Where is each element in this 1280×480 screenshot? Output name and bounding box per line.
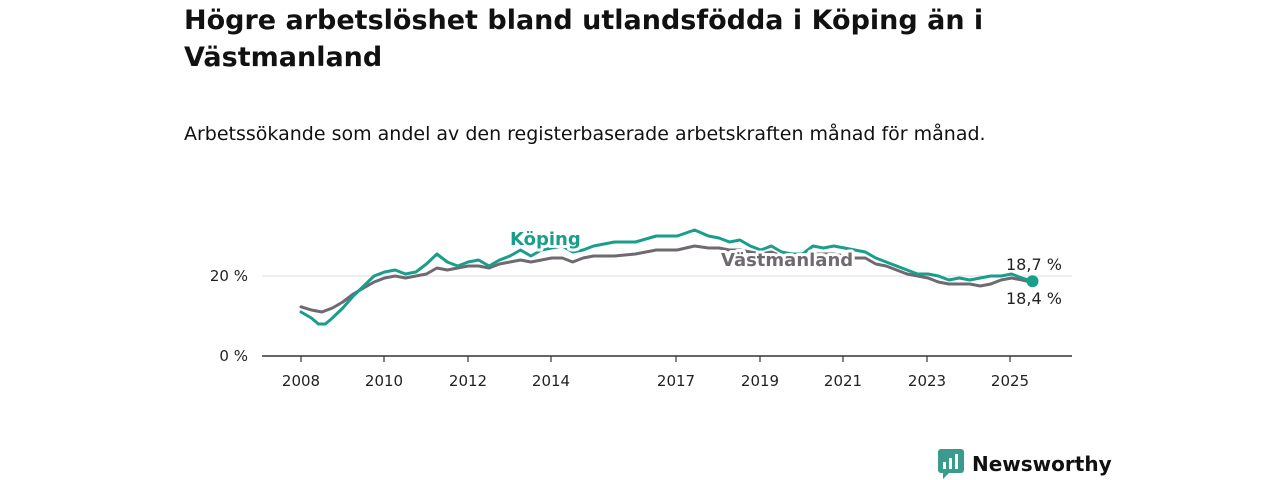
y-tick-label: 0 % (219, 347, 248, 365)
chart-title: Högre arbetslöshet bland utlandsfödda i … (184, 5, 984, 73)
chart-labels: Köping Västmanland 18,7 % 18,4 % (507, 226, 1062, 308)
brand-logo: Newsworthy (938, 448, 1112, 480)
series-line-koping (299, 228, 1034, 326)
y-tick-label: 20 % (210, 267, 248, 285)
end-point-marker (1026, 275, 1039, 288)
end-label-vastmanland: 18,4 % (1006, 289, 1062, 308)
series-label-koping: Köping (510, 229, 581, 250)
chart-subtitle: Arbetssökande som andel av den registerb… (184, 123, 986, 145)
x-tick-label: 2019 (741, 372, 779, 390)
x-tick-label: 2012 (449, 372, 487, 390)
x-tick-label: 2014 (532, 372, 570, 390)
end-label-koping: 18,7 % (1006, 255, 1062, 274)
x-tick-label: 2021 (824, 372, 862, 390)
x-tick-label: 2008 (282, 372, 320, 390)
series-lines (299, 228, 1039, 326)
newsworthy-icon (938, 449, 964, 479)
series-line-vastmanland (299, 244, 1034, 314)
x-tick-label: 2010 (365, 372, 403, 390)
x-tick-label: 2017 (657, 372, 695, 390)
x-tick-label: 2023 (908, 372, 946, 390)
brand-name: Newsworthy (972, 452, 1112, 476)
x-tick-label: 2025 (991, 372, 1029, 390)
series-label-vastmanland: Västmanland (721, 250, 853, 271)
axes: 0 % 20 % 2008 2010 2012 2014 2017 2019 2021 2023 2… (210, 267, 1072, 390)
